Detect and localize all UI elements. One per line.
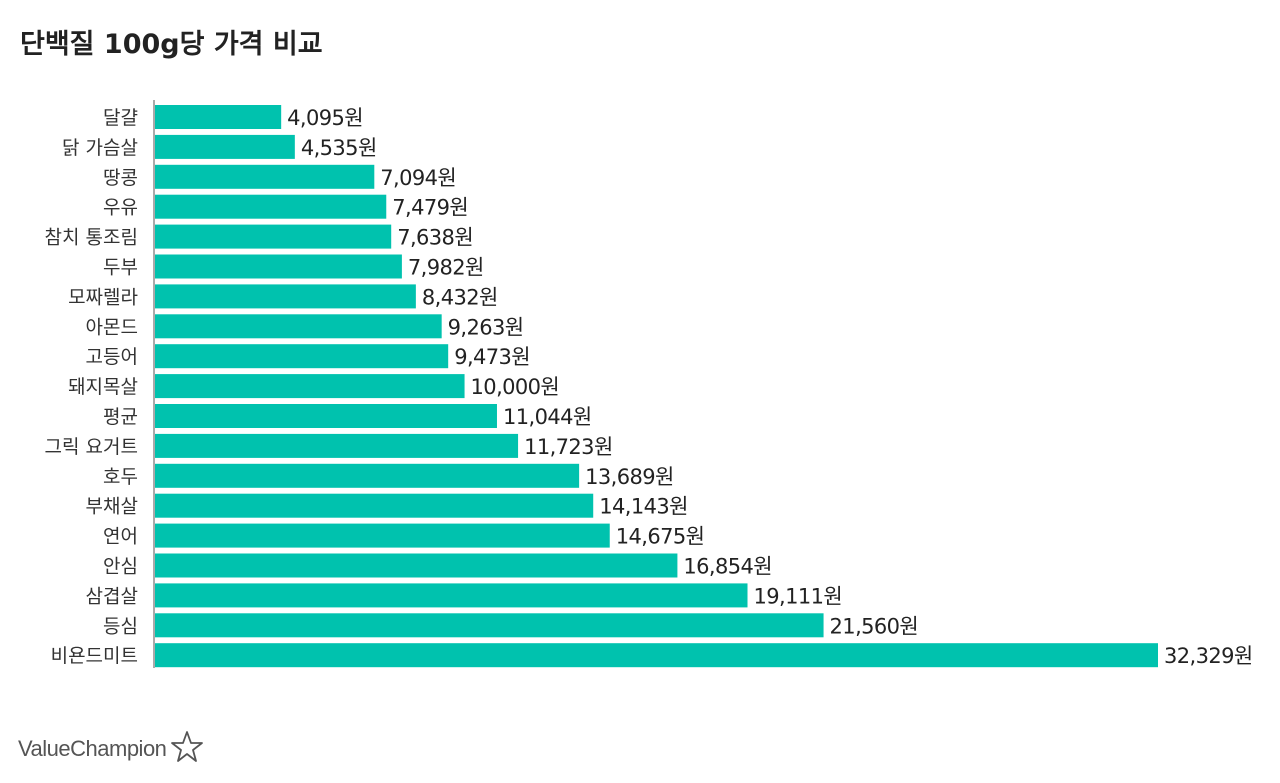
chart-title: 단백질 100g당 가격 비교 [20, 29, 323, 60]
category-label: 연어 [103, 526, 138, 548]
bar [155, 493, 594, 518]
category-label: 모짜렐라 [68, 286, 138, 308]
star-icon [170, 730, 204, 768]
category-label: 그릭 요거트 [45, 436, 138, 458]
bar [155, 404, 497, 428]
bar [155, 224, 392, 249]
value-label: 11,723원 [524, 435, 613, 459]
bar [155, 254, 402, 279]
bar [155, 613, 824, 638]
value-label: 7,638원 [397, 226, 473, 250]
category-label: 돼지목살 [68, 376, 138, 398]
bar [155, 194, 387, 219]
value-label: 11,044원 [503, 405, 592, 429]
value-label: 21,560원 [830, 614, 919, 638]
bar [155, 105, 282, 129]
category-label: 삼겹살 [86, 585, 138, 607]
value-label: 16,854원 [683, 555, 772, 579]
value-label: 32,329원 [1164, 644, 1253, 668]
category-label: 달걀 [103, 107, 138, 129]
category-label: 우유 [103, 197, 138, 219]
category-label: 두부 [103, 257, 138, 279]
category-label: 평균 [103, 406, 138, 428]
value-label: 7,982원 [408, 256, 484, 280]
bar [155, 463, 580, 488]
value-label: 14,675원 [616, 525, 705, 549]
value-label: 7,094원 [380, 166, 456, 190]
bar [155, 433, 519, 458]
value-label: 4,535원 [301, 136, 377, 160]
value-label: 4,095원 [287, 106, 363, 130]
value-label: 9,263원 [448, 315, 524, 339]
bar [155, 314, 442, 339]
value-label: 19,111원 [754, 584, 843, 608]
value-label: 13,689원 [585, 465, 674, 489]
category-label: 참치 통조림 [45, 227, 138, 249]
bar [155, 164, 375, 189]
value-label: 7,479원 [392, 196, 468, 220]
bar [155, 583, 748, 608]
bar [155, 523, 610, 548]
value-label: 10,000원 [471, 375, 560, 399]
value-label: 8,432원 [422, 285, 498, 309]
bar [155, 344, 449, 369]
bar [155, 553, 678, 578]
bar [155, 134, 295, 159]
category-label: 아몬드 [86, 316, 138, 338]
category-label: 등심 [103, 615, 138, 637]
bar [155, 374, 465, 399]
category-label: 닭 가슴살 [62, 137, 138, 159]
category-label: 안심 [103, 556, 138, 578]
category-label: 고등어 [86, 346, 138, 368]
category-label: 호두 [103, 466, 138, 488]
category-label: 비욘드미트 [51, 645, 138, 667]
brand-logo: ValueChampion [18, 730, 204, 768]
bar [155, 643, 1158, 668]
value-label: 14,143원 [599, 495, 688, 519]
category-label: 땅콩 [103, 167, 138, 189]
bar [155, 284, 416, 309]
value-label: 9,473원 [454, 345, 530, 369]
category-label: 부채살 [86, 496, 138, 518]
brand-name: ValueChampion [18, 736, 167, 761]
